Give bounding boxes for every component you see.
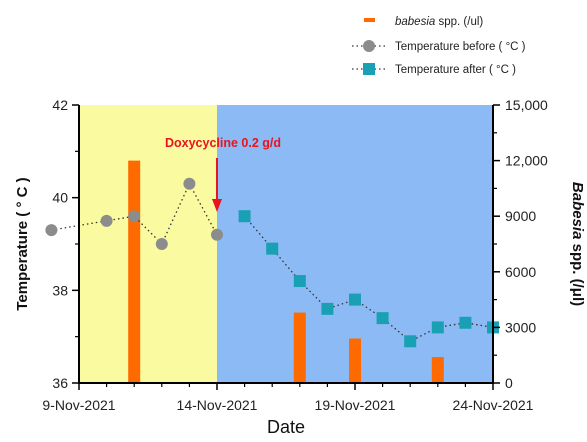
point-0-4	[183, 177, 196, 190]
point-0-0	[45, 224, 58, 237]
point-1-2	[293, 275, 306, 288]
series-line-1	[244, 215, 494, 343]
y-axis-right-title-italic: Babesia	[569, 182, 586, 240]
y-right-tick-label-1: 3000	[505, 319, 536, 335]
bar-1	[293, 312, 306, 383]
y-axis-left-title: Temperature ( ° C )	[14, 177, 31, 310]
legend-label-1: Temperature before ( °C )	[395, 41, 526, 53]
point-0-1	[100, 214, 113, 227]
legend-label-text-1: Temperature before ( °C )	[395, 41, 526, 53]
annotation-label: Doxycycline 0.2 g/d	[165, 136, 281, 150]
background-regions	[79, 105, 493, 383]
legend-label-2: Temperature after ( °C )	[395, 64, 516, 76]
y-right-tick-label-3: 9000	[505, 208, 536, 224]
legend-swatch-1	[363, 40, 375, 52]
bar-2	[349, 338, 361, 383]
point-0-3	[155, 238, 168, 250]
legend-label-0: babesia spp. (/ul)	[395, 16, 483, 28]
y-right-tick-label-0: 0	[505, 375, 513, 391]
y-right-tick-label-2: 6000	[505, 264, 536, 280]
point-1-1	[266, 242, 279, 255]
point-1-0	[238, 210, 251, 223]
legend-label-text-2: Temperature after ( °C )	[395, 64, 516, 76]
annotation-arrow-head	[212, 199, 222, 212]
x-axis-title: Date	[267, 417, 305, 437]
legend-label-italic-0: babesia	[395, 16, 435, 28]
line-series	[45, 177, 499, 348]
legend-swatch-0	[364, 18, 375, 22]
y-left-tick-label-2: 40	[52, 190, 68, 206]
axes: 36 38 40 42 0 3000 6000 9000 12,000 15,000 9-Nov-2…	[42, 97, 548, 413]
x-tick-label-2: 19-Nov-2021	[315, 397, 396, 413]
legend-label-text-0: spp. (/ul)	[435, 16, 483, 28]
point-1-6	[404, 335, 417, 348]
legend-swatch-2	[363, 63, 375, 75]
y-axis-right-title: Babesia spp. (/μl)	[569, 182, 586, 306]
point-1-8	[459, 316, 472, 329]
point-1-7	[431, 321, 444, 334]
x-tick-label-0: 9-Nov-2021	[42, 397, 115, 413]
annotation-group: Doxycycline 0.2 g/d	[165, 136, 281, 212]
bar-3	[431, 357, 444, 383]
point-1-5	[376, 312, 389, 325]
point-1-4	[349, 293, 361, 306]
y-left-tick-label-1: 38	[52, 282, 68, 298]
y-left-tick-label-0: 36	[52, 375, 68, 391]
y-right-tick-label-5: 15,000	[505, 97, 548, 113]
background-region-1	[217, 105, 493, 383]
legend: babesia spp. (/ul) Temperature before ( °…	[352, 16, 526, 76]
x-tick-label-1: 14-Nov-2021	[177, 397, 258, 413]
x-tick-label-3: 24-Nov-2021	[453, 397, 534, 413]
point-1-3	[321, 302, 334, 315]
y-right-tick-label-4: 12,000	[505, 153, 548, 169]
y-left-tick-label-3: 42	[52, 97, 68, 113]
point-0-5	[211, 228, 223, 241]
y-axis-right-title-rest: spp. (/μl)	[569, 239, 586, 306]
point-0-2	[128, 210, 141, 223]
series-line-0	[51, 182, 218, 246]
bar-0	[128, 160, 141, 383]
background-region-0	[79, 105, 217, 383]
